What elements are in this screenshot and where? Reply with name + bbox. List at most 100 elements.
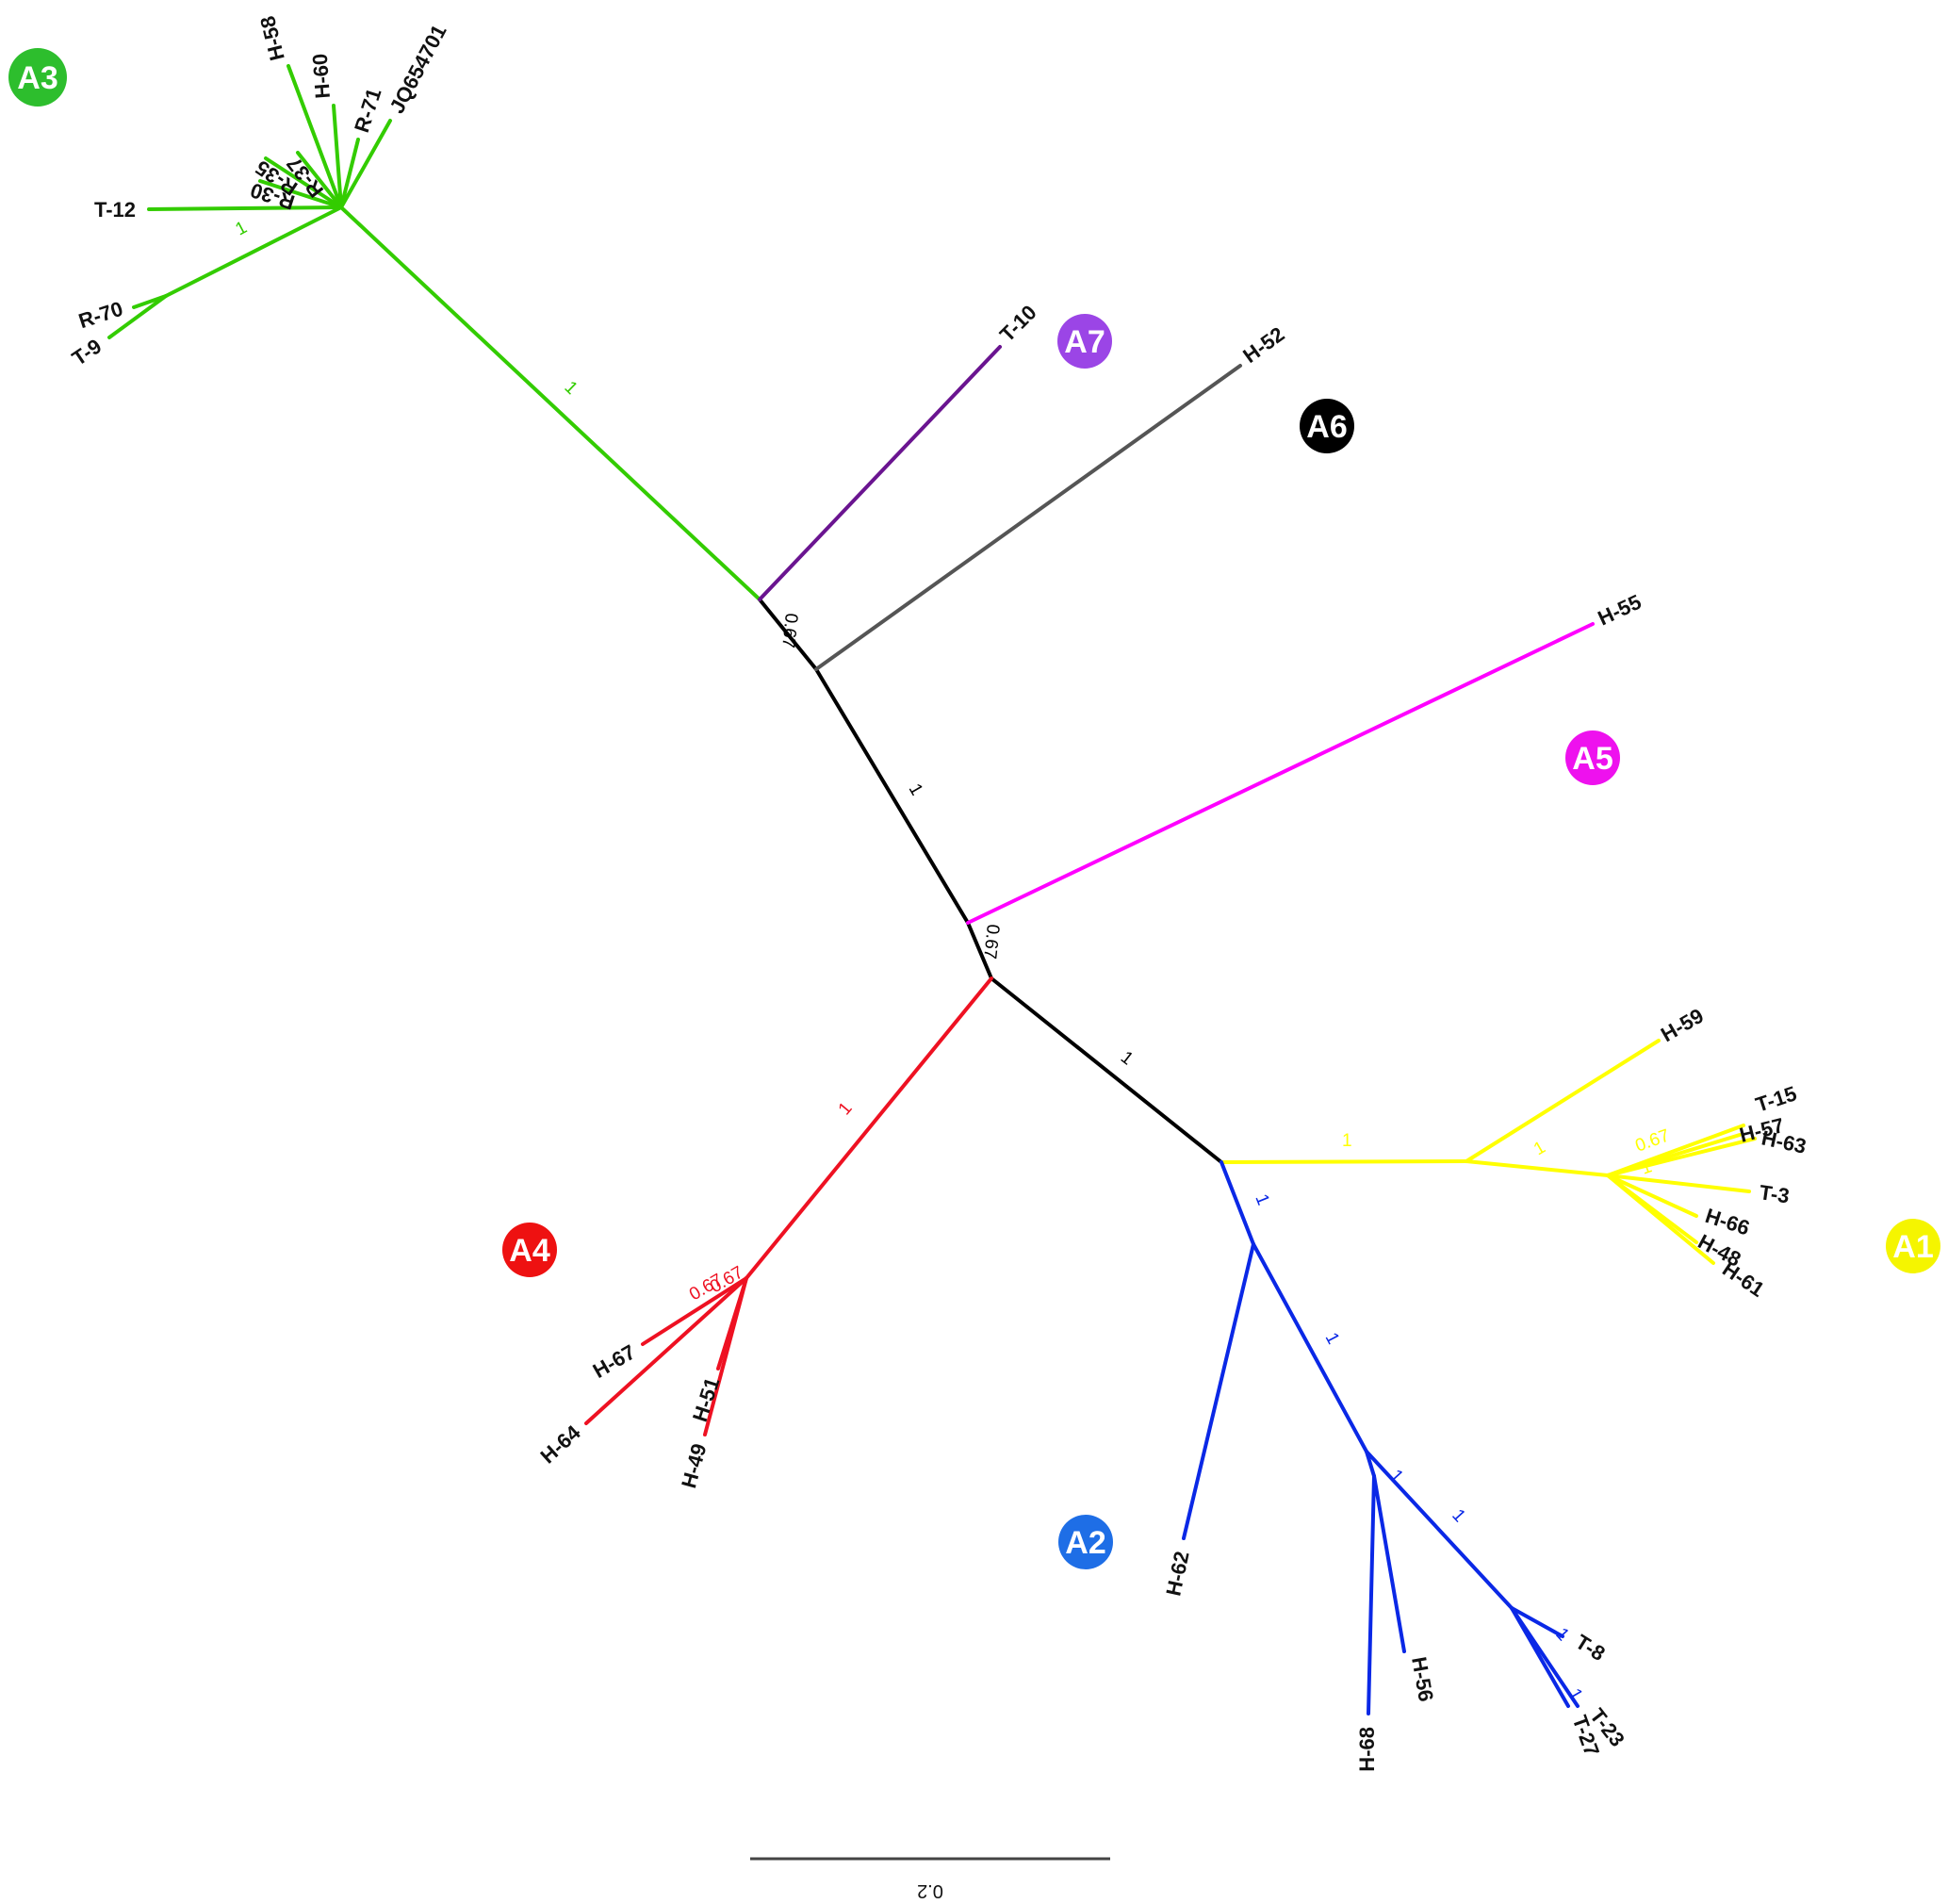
badge-circle: [1886, 1219, 1940, 1273]
branch: [107, 294, 168, 339]
branch: [745, 977, 993, 1280]
leaf-label: H-56: [1407, 1655, 1438, 1703]
leaf-label: H-67: [589, 1340, 640, 1383]
leaf-label: H-51: [688, 1374, 725, 1424]
badge-circle: [8, 48, 67, 107]
support-value: 1: [835, 1099, 857, 1120]
clade-label: A6: [1306, 409, 1347, 445]
leaf-label: H-62: [1161, 1550, 1193, 1599]
leaf-label: H-68: [1355, 1727, 1379, 1772]
support-value: 1: [232, 218, 250, 240]
support-value: 1: [1251, 1191, 1272, 1208]
branch: [1465, 1039, 1661, 1163]
clade-a4-branches: [584, 977, 993, 1436]
clade-label: A1: [1892, 1229, 1933, 1265]
clade-badge-a5: A5: [1565, 730, 1620, 785]
support-value: 1: [1342, 1131, 1352, 1151]
branch: [286, 64, 343, 209]
scale-bar-label: 0.2: [917, 1880, 943, 1901]
backbone-branch: [814, 667, 970, 925]
clade-label: A5: [1572, 741, 1612, 777]
badge-circle: [1565, 730, 1620, 785]
branch: [1367, 1474, 1376, 1715]
badge-circle: [1058, 1515, 1113, 1569]
clade-badge-a2: A2: [1058, 1515, 1113, 1569]
clade-badge-a7: A7: [1057, 314, 1112, 369]
support-value: 0.67: [1633, 1125, 1673, 1156]
branch: [339, 138, 360, 209]
clade-a5-branch: [966, 622, 1595, 925]
support-value: 1: [1448, 1505, 1469, 1526]
badge-circle: [502, 1223, 557, 1277]
branch: [1182, 1242, 1255, 1540]
clade-label: A2: [1065, 1525, 1105, 1561]
clade-badges: A3 A7 A6 A5 A4 A1 A2: [8, 48, 1940, 1569]
leaf-label: JQ654701: [385, 21, 450, 117]
leaf-label: T-9: [68, 334, 106, 370]
leaf-label: R-70: [75, 297, 125, 334]
branch: [641, 1276, 748, 1346]
leaf-label: H-58: [255, 14, 289, 63]
support-value: 1: [905, 780, 926, 799]
support-values: 1 1 0.67 1 0.67 1 1 0.67 0.67 1 1 0.67 1…: [232, 218, 1672, 1704]
support-value: 1: [1551, 1624, 1573, 1645]
support-value: 1: [1117, 1047, 1137, 1069]
backbone-branch: [990, 977, 1223, 1164]
clade-badge-a3: A3: [8, 48, 67, 107]
leaf-label: R-71: [350, 85, 386, 135]
clade-badge-a1: A1: [1886, 1219, 1940, 1273]
branch: [1372, 1474, 1406, 1653]
clade-a6-branch: [814, 364, 1242, 671]
branch: [1220, 1159, 1468, 1164]
leaf-label: T-3: [1758, 1180, 1791, 1207]
backbone-branch: [966, 921, 993, 980]
leaf-label: H-60: [308, 53, 335, 99]
branch: [703, 1276, 748, 1436]
badge-circle: [1057, 314, 1112, 369]
support-value: 1: [561, 377, 581, 398]
support-value: 1: [1321, 1329, 1344, 1347]
branch: [164, 205, 343, 298]
branch: [584, 1276, 748, 1425]
clade-badge-a4: A4: [502, 1223, 557, 1277]
leaf-label: H-61: [1718, 1256, 1769, 1301]
leaf-label: T-15: [1753, 1081, 1800, 1116]
branch: [1606, 1174, 1715, 1265]
branch: [332, 104, 343, 209]
clade-label: A4: [509, 1233, 550, 1269]
leaf-label: H-49: [677, 1441, 711, 1491]
support-value: 0.67: [979, 923, 1003, 960]
branch: [1465, 1159, 1610, 1177]
clade-label: A3: [17, 60, 57, 96]
leaf-labels: H-58 H-60 R-71 JQ654701 R-37 R-35 R-30 T…: [68, 14, 1809, 1772]
tree-branches: [107, 64, 1757, 1715]
backbone-branch: [758, 598, 818, 671]
leaf-label: H-63: [1760, 1125, 1809, 1157]
clade-label: A7: [1064, 324, 1105, 360]
clade-a2-branches: [1182, 1160, 1580, 1715]
clade-a7-branch: [758, 345, 1002, 601]
leaf-label: T-8: [1571, 1630, 1609, 1666]
clade-a3-branches: [107, 64, 761, 601]
badge-circle: [1300, 399, 1354, 453]
leaf-label: T-12: [94, 198, 136, 222]
leaf-label: H-52: [1238, 322, 1288, 368]
branch: [1252, 1242, 1368, 1453]
branch: [1606, 1174, 1698, 1218]
branch: [1365, 1450, 1514, 1610]
branch: [339, 119, 392, 209]
clade-badge-a6: A6: [1300, 399, 1354, 453]
leaf-label: H-64: [536, 1420, 586, 1469]
support-value: 1: [1531, 1138, 1549, 1159]
branch: [1606, 1137, 1757, 1177]
branch: [1606, 1174, 1751, 1193]
branch: [264, 156, 343, 209]
scale-bar: 0.2: [750, 1857, 1110, 1901]
leaf-label: H-55: [1595, 590, 1645, 631]
branch: [258, 179, 343, 209]
branch: [339, 205, 761, 601]
clade-a1-branches: [1220, 1039, 1757, 1265]
branch: [147, 205, 343, 211]
